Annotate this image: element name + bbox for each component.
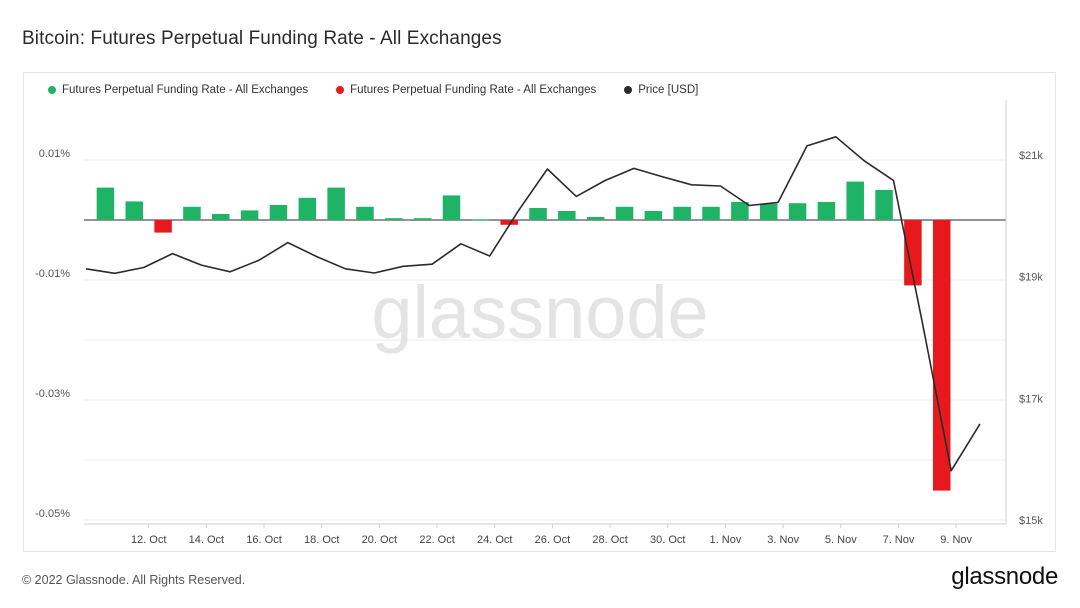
x-axis-tick-label: 26. Oct: [535, 534, 570, 546]
legend-label-price: Price [USD]: [638, 84, 699, 96]
funding-bar-positive: [96, 187, 115, 220]
right-axis-tick-label: $15k: [1019, 515, 1043, 527]
legend-item-funding-positive[interactable]: Futures Perpetual Funding Rate - All Exc…: [48, 84, 308, 96]
funding-bar-negative: [904, 220, 922, 286]
funding-bar-positive: [788, 203, 807, 220]
price-line: [85, 136, 981, 472]
x-axis-tick-label: 7. Nov: [883, 534, 915, 546]
funding-bar-negative: [500, 220, 518, 225]
x-axis-tick-label: 1. Nov: [710, 534, 742, 546]
funding-bar-positive: [269, 205, 288, 220]
funding-bar-positive: [442, 195, 461, 220]
x-axis-tick-label: 24. Oct: [477, 534, 512, 546]
funding-bar-positive: [817, 202, 836, 220]
x-axis-tick-label: 5. Nov: [825, 534, 857, 546]
funding-bar-positive: [298, 197, 317, 220]
funding-bar-positive: [759, 203, 778, 220]
legend-item-price[interactable]: Price [USD]: [624, 84, 698, 96]
x-axis-tick-label: 12. Oct: [131, 534, 166, 546]
left-axis-tick-label: -0.01%: [35, 268, 70, 280]
legend-label-funding-positive: Futures Perpetual Funding Rate - All Exc…: [62, 84, 309, 96]
x-axis-tick-label: 9. Nov: [940, 534, 972, 546]
funding-bar-negative: [932, 220, 951, 491]
x-axis-tick-label: 28. Oct: [592, 534, 627, 546]
funding-bar-positive: [846, 181, 864, 220]
glassnode-logo[interactable]: glassnode: [951, 563, 1058, 590]
left-axis-tick-label: -0.03%: [35, 388, 70, 400]
right-axis-tick-label: $19k: [1019, 272, 1043, 284]
funding-bar-positive: [356, 206, 374, 220]
funding-bar-positive: [615, 206, 634, 220]
x-axis-tick-label: 20. Oct: [362, 534, 397, 546]
legend-label-funding-negative: Futures Perpetual Funding Rate - All Exc…: [350, 84, 597, 96]
funding-bar-positive: [471, 219, 490, 221]
x-axis-tick-label: 3. Nov: [767, 534, 799, 546]
right-axis-tick-label: $21k: [1019, 150, 1043, 162]
x-axis-tick-label: 30. Oct: [650, 534, 685, 546]
funding-bar-positive: [240, 210, 259, 220]
x-axis-tick-label: 18. Oct: [304, 534, 339, 546]
funding-bar-positive: [212, 214, 230, 220]
chart-legend: Futures Perpetual Funding Rate - All Exc…: [48, 82, 698, 98]
legend-item-funding-negative[interactable]: Futures Perpetual Funding Rate - All Exc…: [336, 84, 596, 96]
legend-dot-negative: [336, 86, 345, 94]
legend-dot-price: [624, 86, 633, 94]
funding-bar-positive: [529, 208, 547, 220]
left-axis-tick-label: 0.01%: [39, 148, 70, 160]
watermark-text: glassnode: [371, 271, 708, 354]
chart-frame: [23, 72, 1056, 552]
funding-bar-positive: [731, 202, 749, 220]
legend-dot-positive: [48, 86, 56, 94]
x-axis-tick-label: 16. Oct: [246, 534, 281, 546]
funding-bar-positive: [558, 211, 576, 220]
funding-bar-positive: [673, 206, 691, 220]
funding-bar-negative: [154, 220, 172, 233]
funding-bar-positive: [875, 190, 893, 220]
x-axis-tick-label: 14. Oct: [189, 534, 224, 546]
funding-bar-positive: [586, 217, 605, 220]
x-axis-tick-label: 22. Oct: [419, 534, 454, 546]
funding-bar-positive: [385, 218, 403, 220]
funding-bar-positive: [327, 187, 345, 220]
funding-bar-positive: [702, 206, 720, 220]
funding-bar-positive: [183, 206, 201, 220]
right-axis-tick-label: $17k: [1019, 393, 1043, 405]
funding-bar-positive: [413, 218, 432, 220]
left-axis-tick-label: -0.05%: [35, 508, 70, 520]
funding-bar-positive: [644, 211, 663, 220]
funding-bar-positive: [125, 201, 144, 220]
chart-title: Bitcoin: Futures Perpetual Funding Rate …: [22, 28, 502, 49]
copyright-footer: © 2022 Glassnode. All Rights Reserved.: [22, 573, 246, 587]
